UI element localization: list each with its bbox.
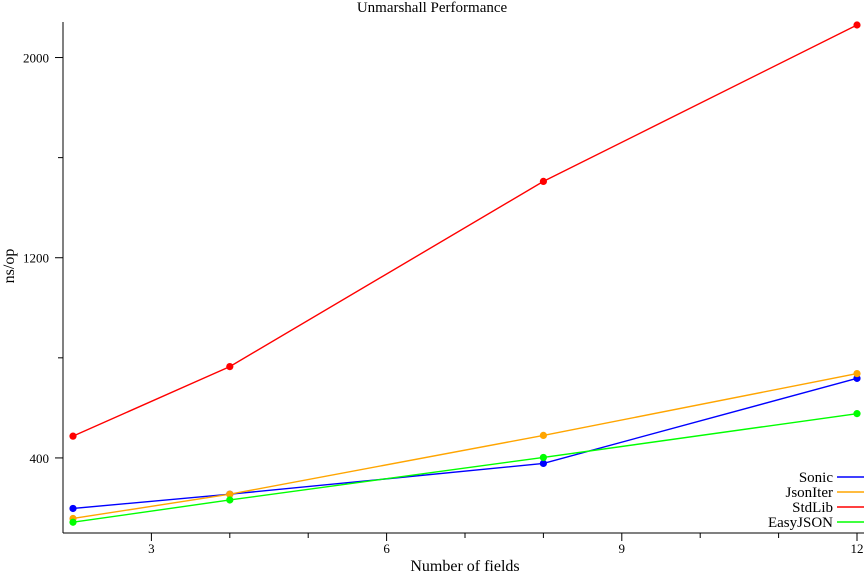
data-point-stdlib [226,362,234,371]
series-group [69,21,861,526]
series-line-sonic [72,377,858,510]
series-easyjson [69,410,861,526]
data-point-stdlib [69,432,77,440]
x-tick-label: 9 [619,541,626,556]
data-point-stdlib [853,21,861,29]
series-line-jsoniter [72,372,858,520]
data-point-jsoniter [539,431,548,440]
x-axis-label: Number of fields [410,558,519,575]
legend-label: Sonic [799,470,834,486]
legend-label: EasyJSON [768,515,833,531]
y-tick-label: 1200 [23,251,49,266]
x-tick-label: 3 [148,541,155,556]
legend-item-jsoniter: JsonIter [786,485,864,501]
series-line-stdlib [72,24,858,437]
legend-label: StdLib [792,500,833,516]
legend-item-easyjson: EasyJSON [768,515,864,531]
series-line-easyjson [72,412,858,523]
data-point-stdlib [539,177,548,186]
y-axis-label: ns/op [1,249,18,284]
legend-label: JsonIter [786,485,834,501]
data-point-easyjson [539,453,548,462]
y-tick-label: 2000 [23,51,49,66]
series-jsoniter [69,369,861,523]
y-tick-label: 400 [30,451,50,466]
data-point-sonic [539,459,548,468]
data-point-jsoniter [853,369,861,378]
tick-group: 3 6 9 12 400 1200 2000 [23,51,864,556]
data-point-sonic [69,504,77,513]
data-point-easyjson [226,496,234,504]
series-sonic [69,374,861,513]
legend-item-stdlib: StdLib [792,500,864,516]
x-tick-label: 6 [383,541,390,556]
data-point-jsoniter [226,490,234,498]
x-tick-label: 12 [851,541,864,556]
series-stdlib [69,21,861,440]
data-point-easyjson [853,410,861,418]
legend-item-sonic: Sonic [799,470,864,486]
data-point-easyjson [69,518,77,526]
chart-title: Unmarshall Performance [357,0,508,16]
